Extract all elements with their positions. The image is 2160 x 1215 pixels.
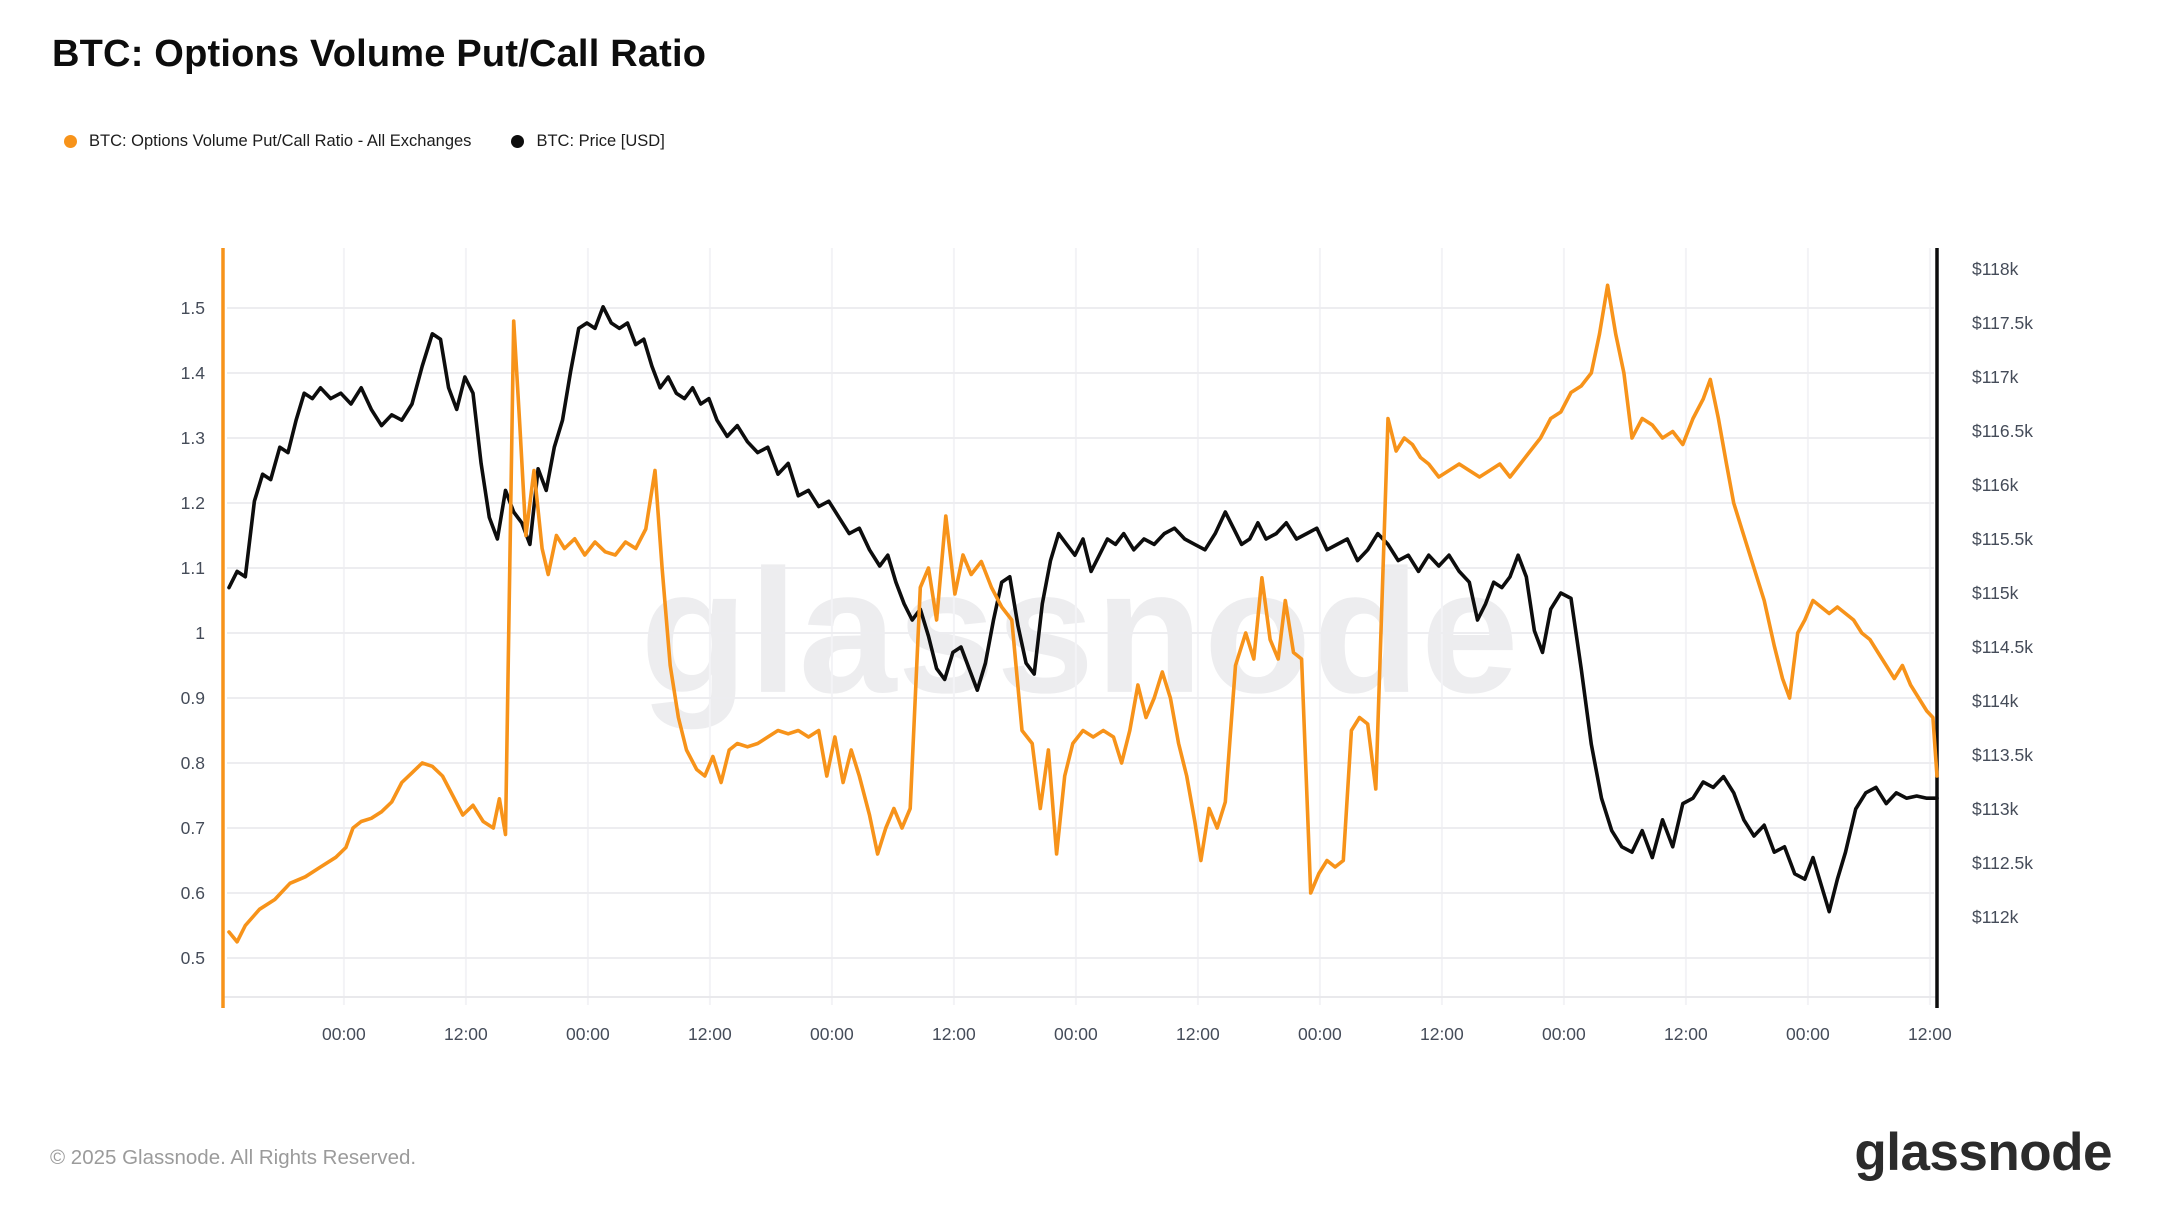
- left-axis-tick-label: 1.5: [181, 298, 205, 318]
- right-axis-tick-label: $113.5k: [1972, 745, 2033, 765]
- price-series-line: [227, 304, 1939, 914]
- left-axis-tick-label: 0.8: [181, 753, 205, 773]
- x-axis-tick-label: 12:00: [1420, 1024, 1464, 1044]
- left-axis-tick-label: 0.7: [181, 818, 205, 838]
- left-axis-tick-label: 0.6: [181, 883, 205, 903]
- right-axis-tick-label: $112k: [1972, 907, 2019, 927]
- right-axis-tick-label: $115.5k: [1972, 529, 2033, 549]
- left-axis-tick-label: 1.3: [181, 428, 205, 448]
- left-axis-tick-label: 0.9: [181, 688, 205, 708]
- x-axis-tick-label: 00:00: [1054, 1024, 1098, 1044]
- right-axis-tick-label: $118k: [1972, 259, 2019, 279]
- right-axis-tick-label: $114.5k: [1972, 637, 2033, 657]
- x-axis-tick-label: 00:00: [1786, 1024, 1830, 1044]
- right-axis-tick-label: $114k: [1972, 691, 2019, 711]
- x-axis-tick-label: 00:00: [1542, 1024, 1586, 1044]
- ratio-series-line: [227, 283, 1939, 944]
- x-axis-tick-label: 12:00: [932, 1024, 976, 1044]
- x-axis-tick-label: 00:00: [810, 1024, 854, 1044]
- copyright-text: © 2025 Glassnode. All Rights Reserved.: [50, 1146, 417, 1169]
- page-title: BTC: Options Volume Put/Call Ratio: [52, 33, 707, 75]
- right-axis-tick-label: $117k: [1972, 367, 2019, 387]
- x-axis-tick-label: 12:00: [688, 1024, 732, 1044]
- legend-label: BTC: Options Volume Put/Call Ratio - All…: [89, 132, 472, 150]
- glassnode-logo: glassnode: [1854, 1123, 2112, 1182]
- x-axis-tick-label: 12:00: [1176, 1024, 1220, 1044]
- left-axis-tick-label: 1.4: [181, 363, 206, 383]
- x-axis-tick-label: 00:00: [1298, 1024, 1342, 1044]
- right-axis-tick-label: $117.5k: [1972, 313, 2033, 333]
- x-axis-tick-label: 12:00: [1908, 1024, 1952, 1044]
- left-axis-tick-label: 1: [195, 623, 205, 643]
- x-axis-tick-label: 00:00: [322, 1024, 366, 1044]
- x-axis-tick-label: 00:00: [566, 1024, 610, 1044]
- legend-label: BTC: Price [USD]: [536, 132, 665, 150]
- legend-item-1[interactable]: BTC: Price [USD]: [511, 132, 665, 151]
- x-axis-tick-label: 12:00: [1664, 1024, 1708, 1044]
- right-axis-tick-label: $113k: [1972, 799, 2019, 819]
- right-axis-tick-label: $112.5k: [1972, 853, 2033, 873]
- right-axis-tick-label: $115k: [1972, 583, 2019, 603]
- left-axis-tick-label: 0.5: [181, 948, 205, 968]
- legend-dot-icon: [64, 135, 77, 148]
- right-axis-tick-label: $116k: [1972, 475, 2019, 495]
- left-axis-tick-label: 1.1: [181, 558, 205, 578]
- legend-item-0[interactable]: BTC: Options Volume Put/Call Ratio - All…: [64, 132, 471, 151]
- x-axis-tick-label: 12:00: [444, 1024, 488, 1044]
- legend-dot-icon: [511, 135, 525, 148]
- legend: BTC: Options Volume Put/Call Ratio - All…: [64, 132, 665, 151]
- left-axis-tick-label: 1.2: [181, 493, 205, 513]
- right-axis-tick-label: $116.5k: [1972, 421, 2033, 441]
